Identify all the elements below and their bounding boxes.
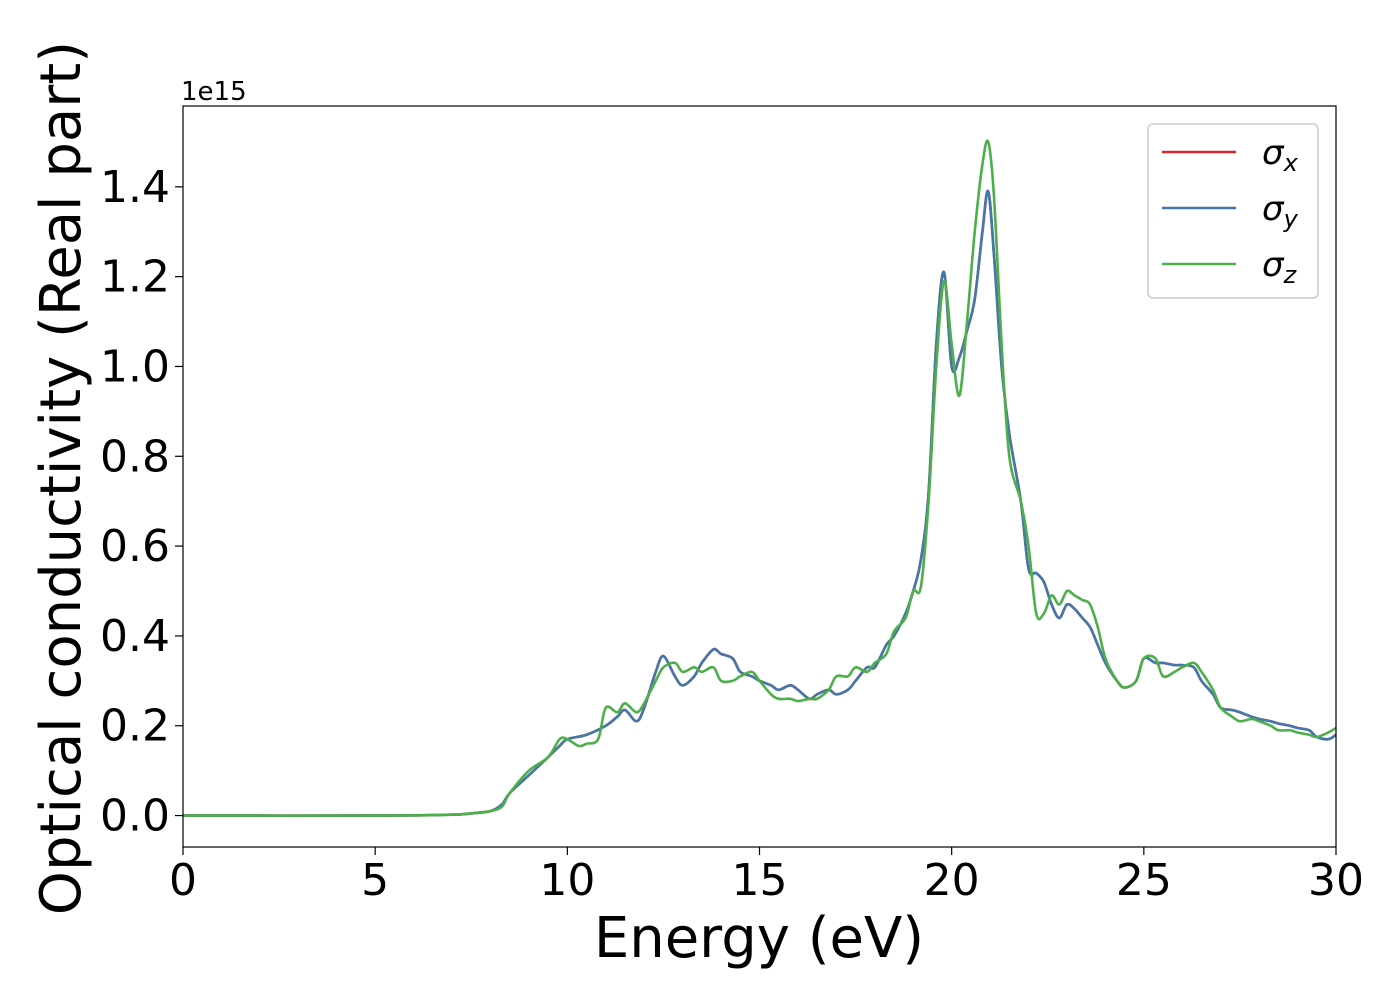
legend-label-sigma-z: σz [1262,245,1298,289]
x-axis-title: Energy (eV) [594,906,924,971]
x-tick-label: 15 [732,855,788,906]
series-layer [182,139,1337,817]
x-tick-label: 10 [539,855,595,906]
legend-label-sigma-x: σx [1262,133,1299,177]
x-tick-label: 20 [924,855,980,906]
y-tick-label: 0.6 [100,521,170,572]
series-line-sigma-z [182,139,1337,817]
legend-entries: σx σy σz [1162,133,1299,289]
y-tick-label: 1.2 [100,252,170,303]
x-tick-label: 0 [169,855,197,906]
y-tick-label: 0.8 [100,431,170,482]
legend-box [1147,123,1319,299]
x-axis-ticks: 0 5 10 15 20 25 30 [169,847,1364,906]
y-tick-label: 0.4 [100,611,170,662]
y-axis-ticks: 0.0 0.2 0.4 0.6 0.8 1.0 1.2 1.4 [100,162,183,842]
x-tick-label: 5 [361,855,389,906]
y-tick-label: 0.2 [100,701,170,752]
y-offset-label: 1e15 [181,77,247,107]
legend-label-sigma-y: σy [1262,189,1299,233]
y-axis-title: Optical conductivity (Real part) [29,41,94,915]
x-tick-label: 25 [1116,855,1172,906]
legend: σx σy σz [1147,123,1319,299]
y-tick-label: 1.0 [100,341,170,392]
y-tick-label: 0.0 [100,791,170,842]
x-tick-label: 30 [1308,855,1364,906]
y-tick-label: 1.4 [100,162,170,213]
